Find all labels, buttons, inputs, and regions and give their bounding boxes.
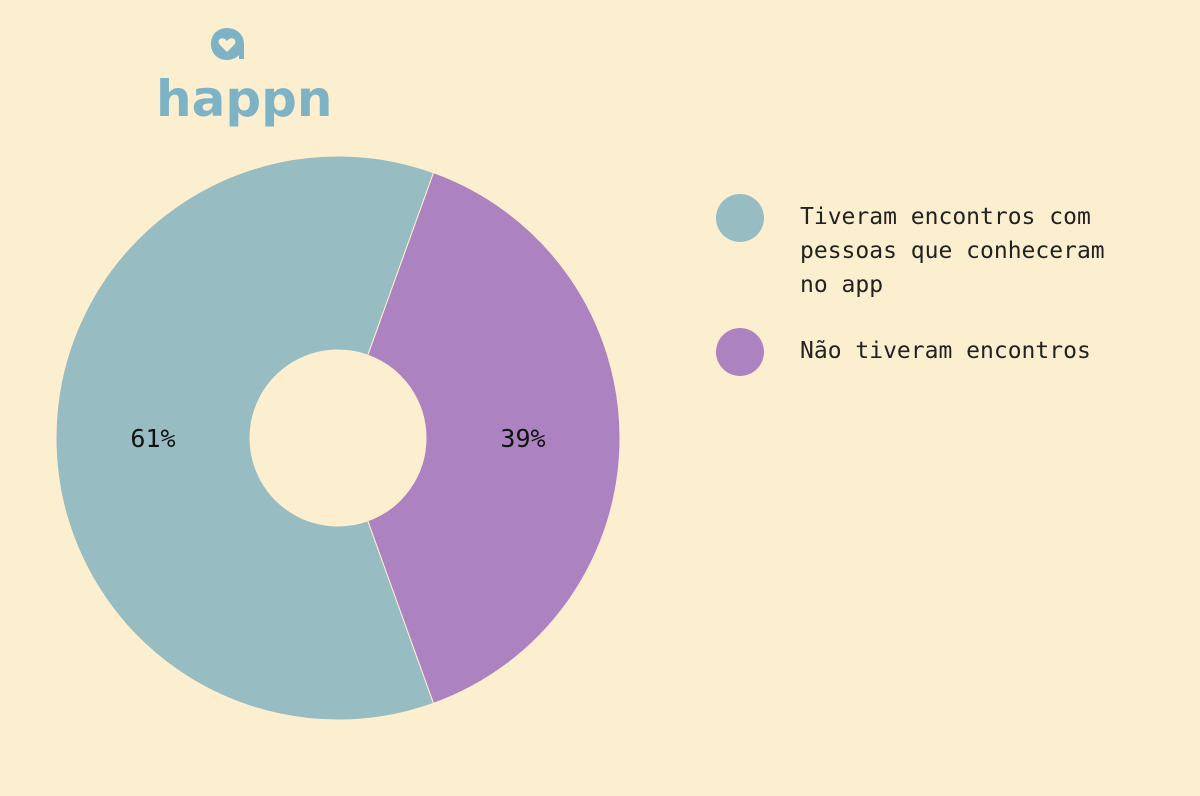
data-label-met: 61% [130,424,175,453]
legend-label-not-met: Não tiveram encontros [800,338,1091,364]
chart-legend: Tiveram encontros com pessoas que conhec… [716,194,1176,402]
legend-item-not-met: Não tiveram encontros [716,328,1176,376]
speech-bubble-heart-icon [211,28,244,60]
data-label-not-met: 39% [500,424,545,453]
legend-swatch-met [716,194,764,242]
donut-chart: 61% 39% [55,155,621,721]
legend-item-met: Tiveram encontros com pessoas que conhec… [716,194,1176,302]
legend-label-met: Tiveram encontros com pessoas que conhec… [800,204,1105,298]
happn-logo: happn [150,26,333,130]
logo-text: happn [156,70,333,128]
slice-not-met [367,172,621,704]
legend-swatch-not-met [716,328,764,376]
slice-met [55,155,435,721]
